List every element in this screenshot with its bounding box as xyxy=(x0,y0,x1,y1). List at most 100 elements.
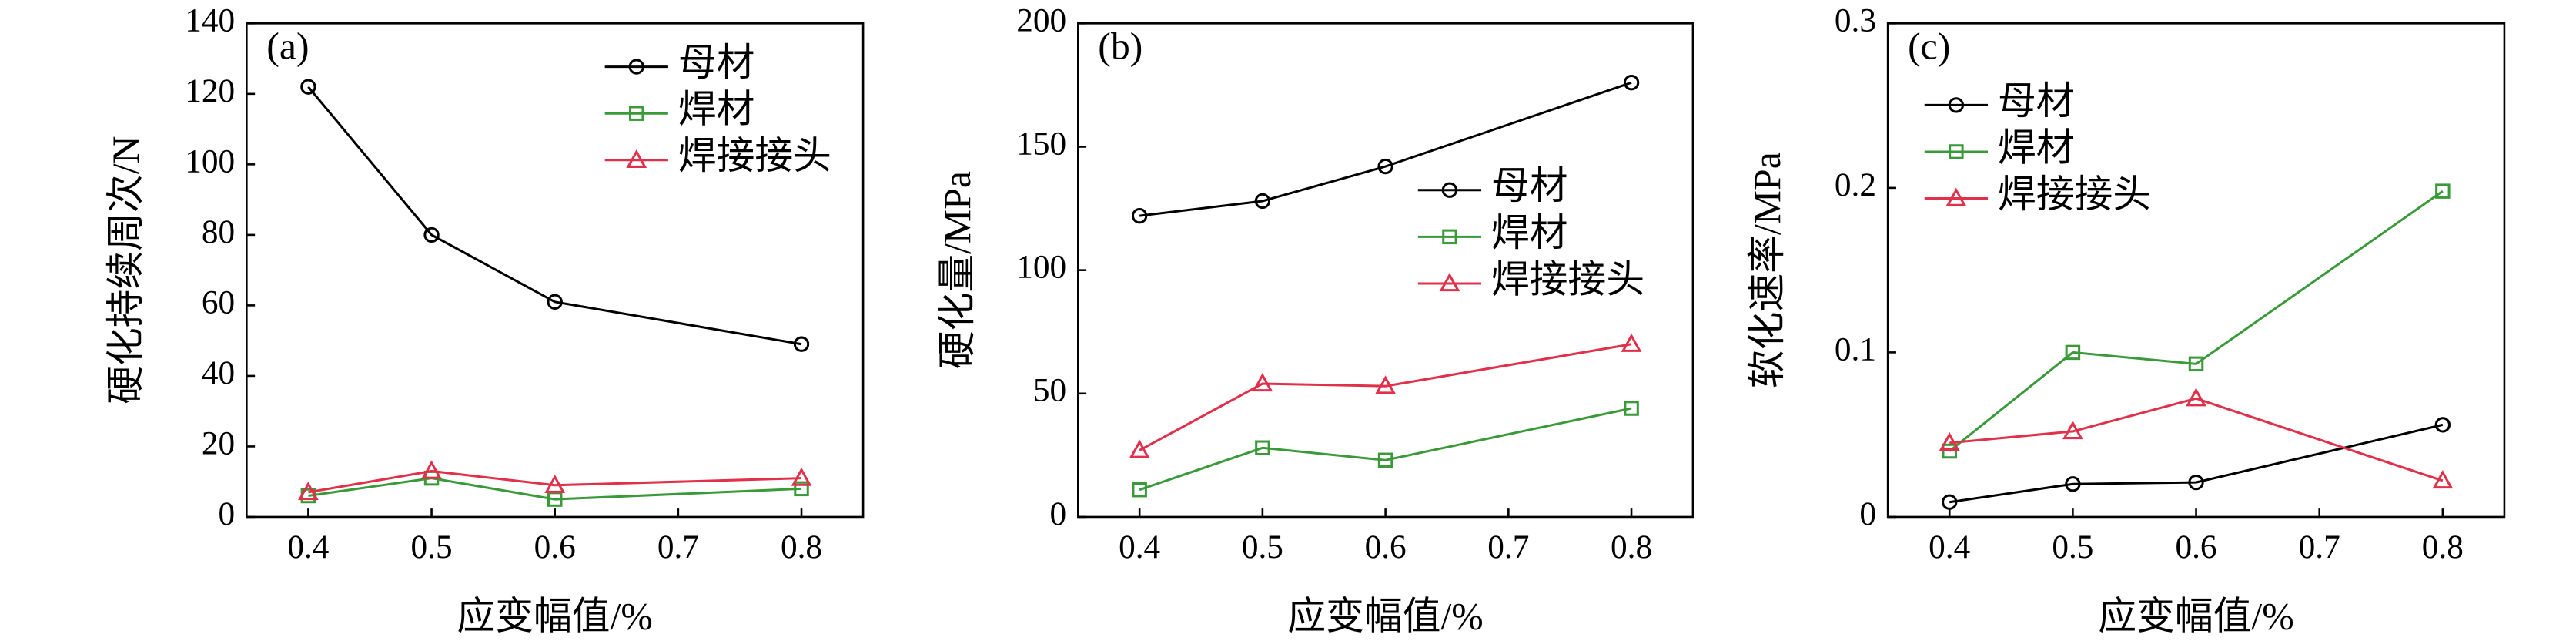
y-tick-label: 50 xyxy=(1033,372,1066,409)
y-tick-label: 0 xyxy=(1050,495,1067,532)
data-point xyxy=(1942,494,1958,510)
series-line xyxy=(308,469,802,494)
x-tick-label: 0.7 xyxy=(657,529,699,565)
data-point xyxy=(1252,373,1273,392)
y-tick-label: 0 xyxy=(1859,495,1876,532)
legend-label: 焊接接头 xyxy=(1491,258,1644,300)
x-tick-label: 0.6 xyxy=(1365,529,1407,565)
data-point xyxy=(2188,474,2204,491)
x-tick-label: 0.5 xyxy=(2052,529,2093,565)
legend-marker xyxy=(1439,273,1460,292)
x-axis-label: 应变幅值/% xyxy=(457,596,653,638)
data-point xyxy=(2065,344,2081,361)
y-axis-label: 硬化量/MPa xyxy=(936,171,979,369)
data-point xyxy=(793,336,810,352)
data-point xyxy=(1132,482,1147,498)
annotation: (b) xyxy=(1098,25,1142,67)
legend-label: 焊材 xyxy=(1491,212,1568,254)
x-tick-label: 0.4 xyxy=(287,529,329,565)
legend-marker xyxy=(1442,229,1457,245)
y-tick-label: 0.3 xyxy=(1835,2,1876,39)
legend-label: 母材 xyxy=(1491,165,1568,207)
data-point xyxy=(1623,75,1640,91)
x-axis-label: 应变幅值/% xyxy=(2098,596,2293,638)
data-point xyxy=(1131,207,1148,224)
data-point xyxy=(2062,420,2083,440)
y-tick-label: 140 xyxy=(185,2,235,39)
y-tick-label: 100 xyxy=(1016,249,1066,286)
x-tick-label: 0.5 xyxy=(411,529,453,565)
y-tick-label: 60 xyxy=(202,284,235,320)
y-axis-label: 软化速率/MPa xyxy=(1746,152,1788,388)
data-point xyxy=(2435,183,2451,199)
x-tick-label: 0.7 xyxy=(1487,529,1529,565)
x-tick-label: 0.8 xyxy=(2422,529,2464,565)
y-tick-label: 80 xyxy=(202,213,235,250)
data-point xyxy=(1254,193,1271,210)
x-tick-label: 0.4 xyxy=(1929,529,1970,565)
data-point xyxy=(794,481,809,497)
data-point xyxy=(300,79,316,95)
plot-frame xyxy=(1886,22,2506,519)
data-point xyxy=(1375,375,1397,394)
data-point xyxy=(2188,356,2204,372)
y-tick-label: 150 xyxy=(1016,125,1066,162)
data-point xyxy=(1939,431,1960,451)
y-tick-label: 0.2 xyxy=(1835,166,1876,203)
data-point xyxy=(421,460,442,479)
legend-label: 焊材 xyxy=(678,89,755,131)
data-point xyxy=(1129,439,1150,458)
y-axis-label: 硬化持续周次/N xyxy=(105,136,147,404)
data-point xyxy=(2065,476,2081,492)
y-tick-label: 0 xyxy=(219,495,236,532)
data-point xyxy=(544,474,566,493)
legend-label: 焊接接头 xyxy=(1998,173,2151,216)
annotation: (a) xyxy=(266,25,309,67)
annotation: (c) xyxy=(1908,25,1950,67)
series-line xyxy=(1139,343,1632,451)
y-tick-label: 200 xyxy=(1016,2,1066,39)
x-tick-label: 0.8 xyxy=(1611,529,1652,565)
data-point xyxy=(1624,401,1639,416)
data-point xyxy=(791,467,812,486)
legend-label: 母材 xyxy=(1998,80,2075,122)
legend-marker xyxy=(1441,182,1458,198)
plot-frame xyxy=(246,22,865,519)
data-point xyxy=(1621,333,1642,352)
x-tick-label: 0.7 xyxy=(2299,529,2340,565)
x-tick-label: 0.6 xyxy=(534,529,576,565)
x-axis-label: 应变幅值/% xyxy=(1287,596,1483,638)
legend-marker xyxy=(1949,144,1964,159)
series-line xyxy=(1139,407,1632,492)
y-tick-label: 100 xyxy=(185,143,235,180)
series-line xyxy=(308,477,802,501)
data-point xyxy=(2186,388,2206,407)
data-point xyxy=(423,227,440,243)
y-tick-label: 20 xyxy=(202,425,235,461)
legend-label: 母材 xyxy=(678,42,755,84)
data-point xyxy=(547,294,563,310)
series-line xyxy=(1949,190,2444,452)
y-tick-label: 0.1 xyxy=(1835,331,1876,367)
y-tick-label: 120 xyxy=(185,72,235,109)
y-tick-label: 40 xyxy=(202,354,235,391)
x-tick-label: 0.6 xyxy=(2175,529,2216,565)
legend-marker xyxy=(1945,187,1967,206)
x-tick-label: 0.4 xyxy=(1119,529,1160,565)
legend-marker xyxy=(1948,97,1965,113)
legend-marker xyxy=(628,59,644,75)
series-line xyxy=(1949,397,2444,482)
data-point xyxy=(1942,443,1957,459)
data-point xyxy=(2432,470,2454,489)
legend-label: 焊材 xyxy=(1998,126,2075,169)
x-tick-label: 0.5 xyxy=(1242,529,1283,565)
legend-marker xyxy=(629,106,644,121)
legend-marker xyxy=(626,149,647,168)
series-line xyxy=(307,86,802,346)
series-line xyxy=(1949,423,2444,504)
data-point xyxy=(1377,452,1393,468)
series-line xyxy=(1139,81,1632,217)
data-point xyxy=(1255,440,1270,456)
data-point xyxy=(2434,417,2451,433)
